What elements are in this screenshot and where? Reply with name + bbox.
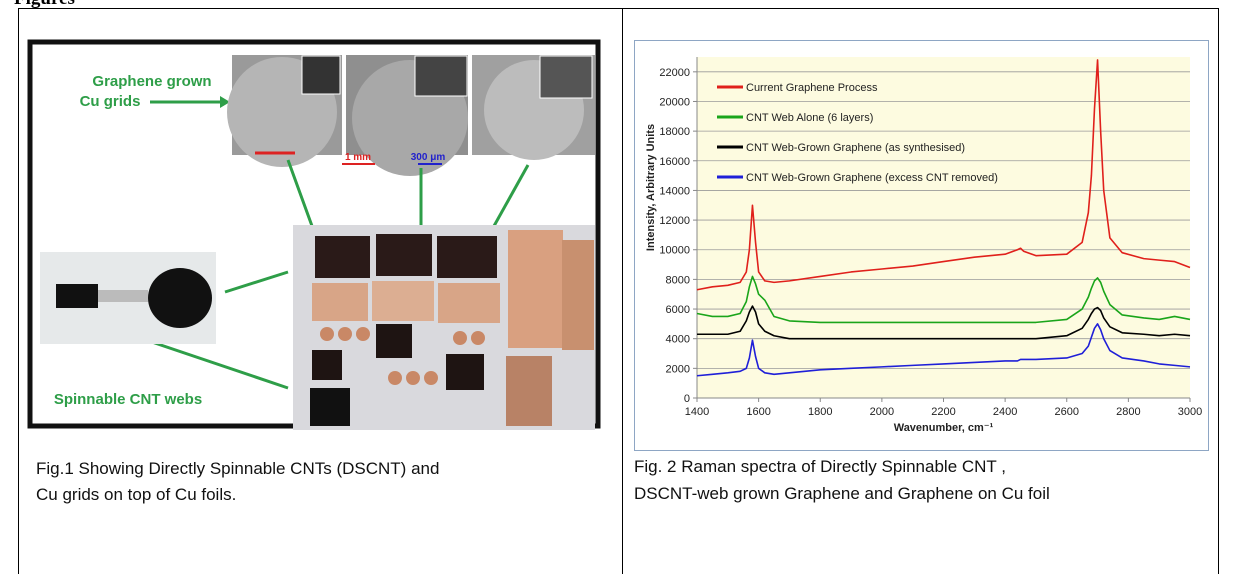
scale-label: 1 mm <box>345 152 371 163</box>
y-tick-label: 8000 <box>666 274 690 286</box>
scale-label: 300 μm <box>411 152 446 163</box>
grid-disk <box>424 371 438 385</box>
grid-disk <box>388 371 402 385</box>
x-tick-label: 3000 <box>1178 406 1202 418</box>
x-tick-label: 2400 <box>993 406 1017 418</box>
sem-inset <box>301 55 341 95</box>
caption: Cu grids on top of Cu foils. <box>36 485 236 504</box>
foil <box>506 356 552 426</box>
y-tick-label: 6000 <box>666 304 690 316</box>
legend-label: CNT Web-Grown Graphene (excess CNT remov… <box>746 172 998 184</box>
y-tick-label: 18000 <box>659 126 690 138</box>
arrows <box>139 159 530 390</box>
x-tick-label: 2800 <box>1116 406 1140 418</box>
foil <box>562 240 594 350</box>
series-line <box>696 323 1191 377</box>
x-tick-label: 2200 <box>931 406 955 418</box>
figure-label: Spinnable CNT webs <box>54 391 202 408</box>
y-tick-label: 10000 <box>659 245 690 257</box>
x-axis-label: Wavenumber, cm⁻¹ <box>894 422 994 434</box>
cnt-web <box>56 284 98 308</box>
figure-1: Graphene grown Cu grids 1 mm 300 μm <box>27 39 601 430</box>
grid-disk <box>338 327 352 341</box>
y-tick-label: 20000 <box>659 96 690 108</box>
foil <box>446 354 484 390</box>
y-tick-label: 14000 <box>659 185 690 197</box>
x-tick-label: 1800 <box>808 406 832 418</box>
arrow <box>139 336 289 390</box>
series-line <box>697 305 1191 340</box>
grid-disk <box>356 327 370 341</box>
foil <box>310 388 350 426</box>
foil <box>508 230 563 348</box>
sem-inset <box>414 55 468 97</box>
foil <box>438 283 500 323</box>
grid-disk <box>471 331 485 345</box>
legend-label: CNT Web-Grown Graphene (as synthesised) <box>746 142 965 154</box>
x-tick-label: 1600 <box>746 406 770 418</box>
y-tick-label: 16000 <box>659 156 690 168</box>
caption: Fig. 2 Raman spectra of Directly Spinnab… <box>634 457 1006 476</box>
arrow <box>492 164 530 227</box>
table-border <box>18 8 1219 574</box>
legend-label: CNT Web Alone (6 layers) <box>746 112 873 124</box>
y-axis-label: Intensity, Arbitrary Units <box>645 124 657 251</box>
caption: DSCNT-web grown Graphene and Graphene on… <box>634 484 1050 503</box>
grid-disk <box>453 331 467 345</box>
cnt-web <box>148 268 212 328</box>
heading: Figures <box>14 0 75 9</box>
x-tick-label: 2600 <box>1055 406 1079 418</box>
y-tick-label: 2000 <box>666 363 690 375</box>
figure-label: Graphene grown <box>92 73 211 90</box>
figure-label: Cu grids <box>80 93 141 110</box>
arrow-head <box>220 96 230 108</box>
foils <box>310 230 594 426</box>
foil <box>315 236 370 278</box>
cnt-web <box>98 290 148 302</box>
x-tick-label: 2000 <box>870 406 894 418</box>
foil <box>376 324 412 358</box>
foil <box>376 234 432 276</box>
grid-disk <box>320 327 334 341</box>
series-line <box>696 59 1191 291</box>
legend-label: Current Graphene Process <box>746 82 878 94</box>
sem-inset <box>539 55 593 99</box>
arrow <box>224 270 289 294</box>
y-tick-label: 22000 <box>659 67 690 79</box>
chart: 0 2000 4000 6000 8000 10000 12000 14000 16000 180… <box>634 40 1209 451</box>
foil <box>312 283 368 321</box>
foil <box>437 236 497 278</box>
y-tick-label: 12000 <box>659 215 690 227</box>
foil <box>372 281 434 321</box>
x-tick-label: 1400 <box>685 406 709 418</box>
foil <box>312 350 342 380</box>
y-tick-label: 4000 <box>666 334 690 346</box>
y-tick-label: 0 <box>684 393 690 405</box>
plot-area <box>697 57 1190 398</box>
grid-disk <box>406 371 420 385</box>
series-line <box>696 275 1191 324</box>
caption: Fig.1 Showing Directly Spinnable CNTs (D… <box>36 459 439 478</box>
arrow <box>286 159 314 227</box>
